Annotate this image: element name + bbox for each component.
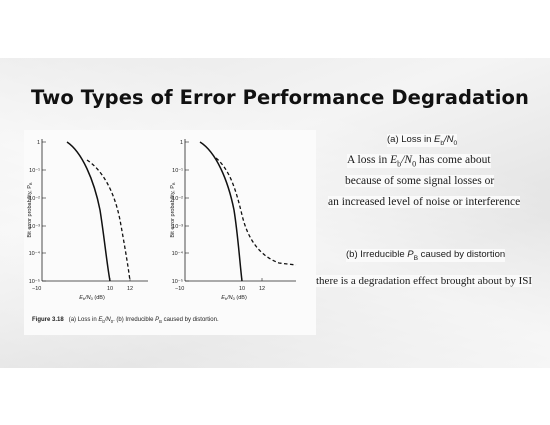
plot-left-y-tick-4: 10⁻⁴ bbox=[29, 250, 41, 257]
slide-title: Two Types of Error Performance Degradati… bbox=[31, 86, 529, 109]
plot-right-y-label: Bit error probability, PB bbox=[170, 182, 176, 237]
figure-caption-b-sub: B bbox=[159, 319, 162, 325]
figure-caption-label: Figure 3.18 bbox=[32, 317, 64, 323]
plot-left-y-tick-2: 10⁻² bbox=[29, 196, 40, 202]
figure-caption-a-mid: /N bbox=[104, 317, 111, 323]
figure-caption: Figure 3.18 (a) Loss in Eb/N0. (b) Irred… bbox=[32, 317, 219, 324]
plot-left-y-tick-5: 10⁻⁵ bbox=[29, 278, 40, 285]
figure-caption-b-var: P bbox=[155, 317, 160, 323]
annotation-a-heading: (a) Loss in Eb/N0 bbox=[387, 134, 458, 147]
plot-right-ticks bbox=[185, 141, 263, 282]
plot-left-dashed-curve bbox=[86, 159, 131, 282]
plot-right-y-tick-4: 10⁻⁴ bbox=[172, 250, 184, 257]
plot-right-solid-curve bbox=[199, 141, 243, 282]
plot-left: 1 10⁻¹ 10⁻² 10⁻³ 10⁻⁴ 10⁻⁵ −10 10 12 Eb/… bbox=[27, 139, 148, 301]
plot-right-x-tick-2: 12 bbox=[259, 286, 265, 292]
figure-caption-b: . (b) Irreducible bbox=[113, 317, 156, 323]
plot-right-x-label: Eb/N0 (dB) bbox=[221, 295, 247, 301]
plot-left-y-label: Bit error probability, PB bbox=[27, 182, 33, 237]
plot-left-x-label: Eb/N0 (dB) bbox=[79, 295, 105, 301]
annotation-a-line1: A loss in Eb/N0 has come about bbox=[347, 154, 491, 169]
figure-plots: 1 10⁻¹ 10⁻² 10⁻³ 10⁻⁴ 10⁻⁵ −10 10 12 Eb/… bbox=[27, 139, 297, 301]
figure-caption-a-sub1: b bbox=[102, 319, 105, 325]
figure-caption-a-var: E bbox=[98, 317, 103, 323]
annotation-a-line3: an increased level of noise or interfere… bbox=[328, 196, 521, 208]
figure-caption-b-rest: caused by distortion. bbox=[161, 317, 219, 323]
plot-right-x-tick-1: 10 bbox=[239, 286, 245, 292]
plot-left-y-tick-3: 10⁻³ bbox=[29, 224, 40, 230]
figure-caption-a: (a) Loss in bbox=[68, 317, 99, 323]
plot-left-x-tick-1: 10 bbox=[107, 286, 113, 292]
plot-left-x-tick-2: 12 bbox=[127, 286, 133, 292]
plot-right-y-tick-5: 10⁻⁵ bbox=[172, 278, 183, 285]
annotation-b-line1: there is a degradation effect brought ab… bbox=[316, 275, 533, 287]
figure-panel: 1 10⁻¹ 10⁻² 10⁻³ 10⁻⁴ 10⁻⁵ −10 10 12 Eb/… bbox=[24, 130, 316, 335]
plot-left-y-tick-0: 1 bbox=[37, 140, 40, 146]
annotation-a-line2: because of some signal losses or bbox=[345, 175, 495, 187]
plot-left-x-tick-0: −10 bbox=[32, 286, 41, 292]
plot-right-y-tick-1: 10⁻¹ bbox=[172, 168, 183, 174]
plot-left-y-tick-1: 10⁻¹ bbox=[29, 168, 40, 174]
plot-right: 1 10⁻¹ 10⁻² 10⁻³ 10⁻⁴ 10⁻⁵ −10 10 12 Eb/… bbox=[170, 139, 297, 301]
plot-right-y-tick-2: 10⁻² bbox=[172, 196, 183, 202]
annotation-b-heading: (b) Irreducible PB caused by distortion bbox=[346, 249, 506, 262]
figure-caption-a-sub2: 0 bbox=[110, 319, 114, 325]
plot-right-y-tick-0: 1 bbox=[180, 140, 183, 146]
plot-right-y-tick-3: 10⁻³ bbox=[172, 224, 183, 230]
plot-left-ticks bbox=[42, 141, 131, 282]
plot-right-x-tick-0: −10 bbox=[175, 286, 184, 292]
plot-right-dashed-curve bbox=[215, 157, 297, 266]
plot-left-solid-curve bbox=[66, 141, 111, 282]
